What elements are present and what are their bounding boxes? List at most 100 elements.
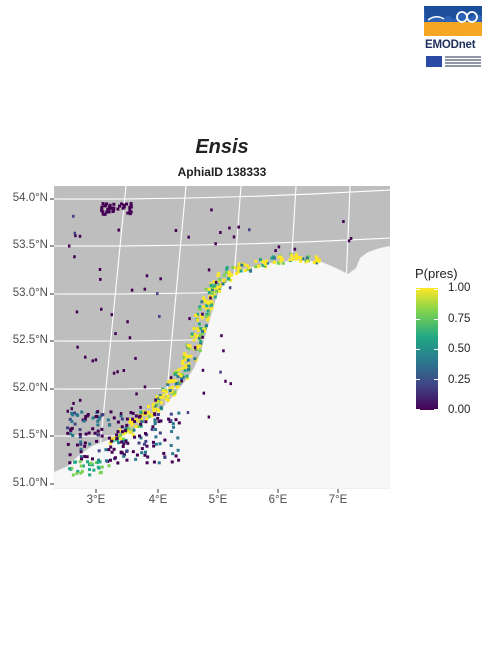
presence-cell (109, 445, 113, 449)
presence-cell (277, 245, 281, 249)
presence-cell (176, 374, 180, 378)
presence-cell (110, 313, 114, 317)
presence-cell (216, 274, 220, 278)
presence-cell (181, 362, 185, 366)
x-tick-label: 7°E (328, 494, 348, 506)
presence-cell (81, 464, 85, 468)
presence-cell (156, 292, 159, 296)
presence-cell (94, 461, 98, 465)
presence-cell (128, 205, 132, 209)
presence-cell (101, 413, 105, 417)
presence-cell (229, 278, 233, 282)
presence-cell (119, 414, 123, 418)
map-title: Ensis (195, 136, 249, 158)
presence-cell (187, 235, 190, 239)
presence-cell (168, 389, 172, 393)
presence-cell (201, 312, 204, 316)
presence-cell (131, 433, 135, 437)
presence-cell (224, 379, 227, 383)
presence-cell (123, 431, 127, 435)
presence-cell (228, 226, 231, 230)
presence-cell (312, 260, 316, 264)
presence-cell (177, 458, 181, 462)
presence-cell (153, 420, 157, 424)
presence-cell (229, 382, 233, 386)
presence-cell (71, 413, 75, 417)
presence-cell (214, 280, 218, 284)
presence-cell (187, 364, 191, 368)
presence-cell (247, 266, 251, 270)
presence-cell (342, 220, 345, 224)
presence-cell (187, 368, 191, 372)
presence-cell (79, 440, 83, 444)
presence-cell (164, 397, 168, 401)
presence-cell (113, 456, 117, 460)
presence-cell (122, 203, 126, 207)
presence-cell (133, 435, 137, 439)
presence-cell (73, 255, 76, 259)
presence-cell (122, 205, 126, 209)
presence-cell (134, 424, 138, 428)
presence-cell (315, 261, 319, 265)
presence-cell (222, 273, 226, 277)
presence-cell (145, 274, 149, 278)
presence-cell (78, 428, 82, 432)
presence-cell (115, 433, 119, 437)
presence-cell (100, 205, 104, 209)
presence-cell (239, 269, 243, 273)
presence-cell (143, 411, 147, 415)
presence-cell (198, 305, 202, 309)
presence-cell (277, 255, 281, 259)
presence-cell (129, 203, 133, 207)
presence-cell (70, 420, 74, 424)
presence-cell (162, 393, 166, 397)
presence-cell (181, 359, 185, 363)
presence-cell (248, 228, 251, 232)
presence-cell (130, 288, 134, 292)
presence-cell (180, 379, 183, 383)
presence-cell (142, 442, 146, 446)
presence-cell (186, 358, 190, 362)
presence-cell (152, 444, 156, 448)
presence-cell (74, 234, 77, 238)
presence-cell (181, 375, 185, 379)
presence-cell (301, 257, 305, 261)
presence-cell (204, 324, 208, 328)
presence-cell (175, 385, 179, 389)
presence-cell (158, 431, 162, 435)
presence-cell (155, 395, 159, 399)
legend-colorbar (416, 288, 438, 410)
presence-cell (96, 423, 100, 427)
presence-cell (160, 401, 164, 405)
presence-cell (91, 427, 95, 431)
presence-cell (219, 370, 222, 374)
presence-cell (132, 428, 136, 432)
presence-cell (156, 408, 160, 412)
presence-cell (158, 314, 161, 318)
presence-cell (202, 297, 206, 301)
presence-cell (262, 261, 266, 265)
presence-cell (100, 307, 103, 311)
presence-cell (139, 417, 143, 421)
presence-cell (159, 277, 162, 281)
presence-cell (107, 205, 111, 209)
presence-cell (177, 368, 181, 372)
presence-cell (202, 296, 206, 300)
presence-cell (70, 407, 73, 411)
presence-cell (209, 282, 213, 286)
presence-cell (178, 380, 182, 384)
presence-cell (95, 414, 99, 418)
presence-cell (121, 437, 125, 441)
presence-cell (159, 395, 163, 399)
presence-cell (317, 258, 321, 262)
presence-cell (187, 347, 191, 351)
presence-cell (201, 335, 204, 339)
presence-cell (257, 264, 261, 268)
presence-cell (151, 440, 155, 444)
presence-cell (121, 432, 125, 436)
presence-cell (166, 394, 170, 398)
presence-cell (116, 207, 120, 211)
presence-cell (349, 237, 353, 241)
presence-cell (167, 380, 171, 384)
presence-cell (204, 287, 208, 291)
